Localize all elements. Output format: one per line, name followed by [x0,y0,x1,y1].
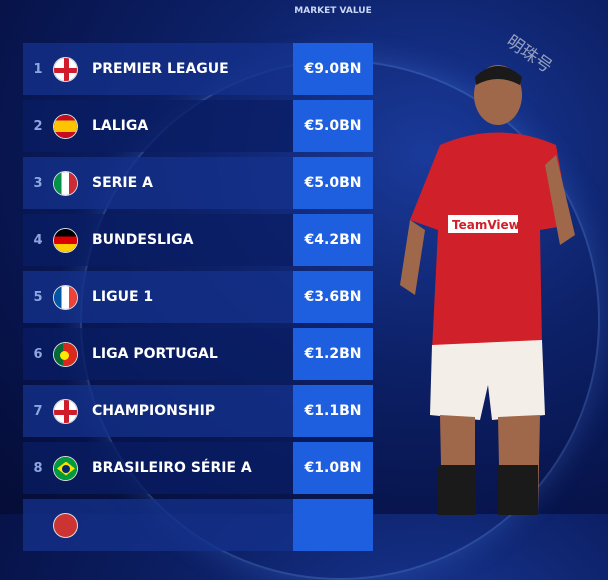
league-name: BRASILEIRO SÉRIE A [92,460,252,476]
market-value: €1.1BN [293,385,373,437]
league-name: SERIE A [92,175,153,191]
league-name: LIGA PORTUGAL [92,346,218,362]
table-row: 6 LIGA PORTUGAL €1.2BN [23,328,373,380]
rank: 5 [33,289,43,305]
market-value-header: MARKET VALUE [294,6,372,16]
england-flag-icon [53,56,78,82]
brazil-flag-icon [53,455,78,481]
table-row: 8 BRASILEIRO SÉRIE A €1.0BN [23,442,373,494]
market-value: €1.2BN [293,328,373,380]
rank: 8 [33,460,43,476]
market-value: €9.0BN [293,43,373,95]
spain-flag-icon [53,113,78,139]
table-row: 2 LALIGA €5.0BN [23,100,373,152]
market-value: €5.0BN [293,157,373,209]
market-value: €3.6BN [293,271,373,323]
rank: 2 [33,118,43,134]
germany-flag-icon [53,227,78,253]
portugal-flag-icon [53,341,78,367]
league-name: LIGUE 1 [92,289,154,305]
league-name: PREMIER LEAGUE [92,61,229,77]
rank: 1 [33,61,43,77]
league-name: LALIGA [92,118,149,134]
table-row: 7 CHAMPIONSHIP €1.1BN [23,385,373,437]
flag-icon [53,512,78,538]
table-row: 5 LIGUE 1 €3.6BN [23,271,373,323]
rank: 4 [33,232,43,248]
rank: 6 [33,346,43,362]
market-value: €5.0BN [293,100,373,152]
shirt-sponsor: TeamViewer [452,218,534,232]
market-value: €1.0BN [293,442,373,494]
league-name: CHAMPIONSHIP [92,403,216,419]
market-value: €4.2BN [293,214,373,266]
table-row: 3 SERIE A €5.0BN [23,157,373,209]
rank: 3 [33,175,43,191]
table-row: 4 BUNDESLIGA €4.2BN [23,214,373,266]
rank: 7 [33,403,43,419]
england-flag-icon [53,398,78,424]
italy-flag-icon [53,170,78,196]
league-name: BUNDESLIGA [92,232,194,248]
table-row: 1 PREMIER LEAGUE €9.0BN [23,43,373,95]
table-row-partial [23,499,373,551]
france-flag-icon [53,284,78,310]
player-image: TeamViewer [400,65,575,515]
